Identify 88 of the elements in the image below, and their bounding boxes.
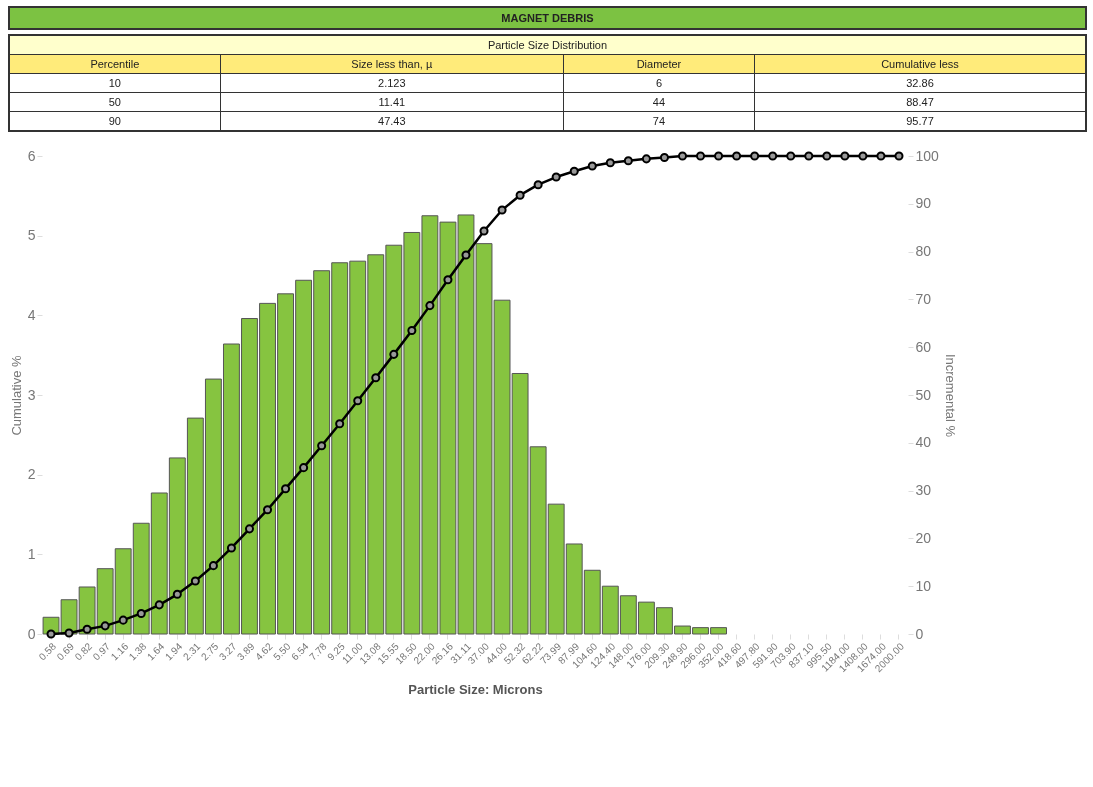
point	[317, 441, 327, 451]
point	[371, 373, 381, 383]
point	[100, 621, 110, 631]
point	[479, 226, 489, 236]
point	[136, 608, 146, 618]
y2-tick-label: 20	[915, 529, 932, 546]
text: 10	[9, 73, 221, 93]
point	[497, 205, 507, 215]
text: 90	[9, 111, 221, 131]
point	[82, 624, 92, 634]
point	[587, 161, 597, 171]
point	[46, 629, 56, 639]
y2-tick-label: 0	[915, 625, 924, 642]
point	[154, 600, 164, 610]
text: 74	[563, 111, 755, 131]
point	[425, 301, 435, 311]
text: Percentile	[9, 54, 221, 74]
y2-tick-label: 80	[915, 243, 932, 260]
y-tick-label: 2	[27, 466, 36, 483]
text: 50	[9, 92, 221, 112]
point	[262, 505, 273, 515]
y2-tick-label: 70	[915, 290, 932, 307]
text: 44	[563, 92, 755, 112]
point	[605, 158, 615, 168]
point	[533, 180, 543, 190]
point	[281, 484, 291, 494]
text: Size less than, µ	[220, 54, 564, 74]
text: Particle Size Distribution	[9, 35, 1086, 55]
point	[858, 151, 868, 161]
point	[840, 151, 850, 161]
point	[822, 151, 832, 161]
point	[64, 628, 74, 638]
y2-tick-label: 100	[915, 147, 940, 164]
y2-tick-label: 60	[915, 338, 932, 355]
point	[172, 589, 182, 599]
point	[335, 419, 345, 429]
text: Cumulative less	[754, 54, 1086, 74]
y-axis-title: Cumulative %	[8, 354, 24, 436]
text: 95.77	[754, 111, 1086, 131]
y2-axis-title: Incremental %	[942, 353, 958, 438]
point	[786, 151, 796, 161]
y2-tick-label: 10	[915, 577, 932, 594]
text: 88.47	[754, 92, 1086, 112]
point	[677, 151, 688, 161]
y-tick-label: 0	[27, 625, 36, 642]
y2-tick-label: 90	[915, 195, 932, 212]
point	[299, 463, 309, 473]
point	[804, 151, 814, 161]
point	[714, 151, 724, 161]
point	[623, 156, 633, 166]
point	[894, 151, 904, 161]
point	[695, 151, 706, 161]
y-tick-label: 3	[27, 386, 36, 403]
text: 11.41	[220, 92, 564, 112]
x-axis-title: Particle Size: Microns	[408, 682, 543, 698]
point	[353, 396, 363, 406]
point	[641, 154, 651, 164]
point	[208, 561, 218, 571]
point	[569, 166, 579, 176]
point	[461, 250, 471, 260]
y2-tick-label: 40	[915, 434, 932, 451]
text: MAGNET DEBRIS	[8, 6, 1087, 30]
text: Diameter	[563, 54, 755, 74]
point	[190, 576, 200, 586]
point	[732, 151, 742, 161]
y2-tick-label: 30	[915, 482, 932, 499]
text: 47.43	[220, 111, 564, 131]
text: 2.123	[220, 73, 564, 93]
point	[443, 275, 453, 285]
point	[768, 151, 778, 161]
y2-tick-label: 50	[915, 386, 932, 403]
point	[226, 543, 236, 553]
y-tick-label: 6	[27, 147, 36, 164]
point	[551, 172, 561, 182]
point	[389, 349, 399, 359]
y-tick-label: 5	[27, 227, 36, 244]
text: 32.86	[754, 73, 1086, 93]
point	[515, 190, 525, 200]
point	[659, 152, 669, 162]
point	[407, 325, 417, 335]
point	[244, 524, 255, 534]
text: 6	[563, 73, 755, 93]
x-tick-label: 3.89	[235, 640, 257, 663]
y-tick-label: 1	[27, 545, 36, 562]
point	[118, 615, 128, 625]
y-tick-label: 4	[27, 306, 36, 323]
point	[750, 151, 760, 161]
point	[876, 151, 886, 161]
